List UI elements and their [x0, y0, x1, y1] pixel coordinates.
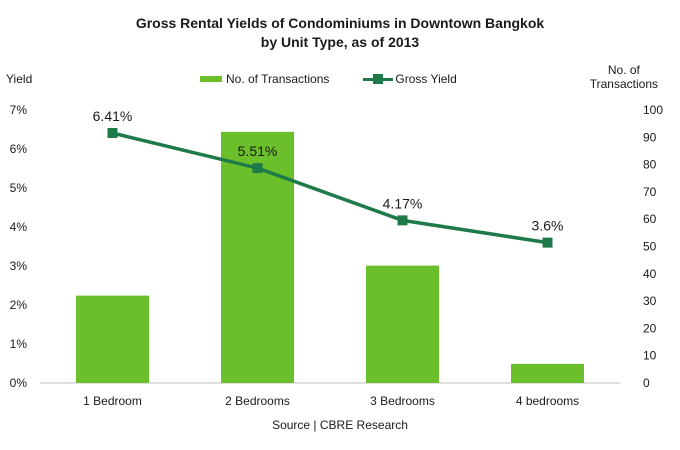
right-tick-label: 30 — [643, 294, 657, 308]
right-tick-label: 0 — [643, 376, 650, 390]
legend-item-transactions: No. of Transactions — [200, 72, 329, 86]
yield-data-label: 6.41% — [93, 108, 133, 124]
legend-label-yield: Gross Yield — [395, 72, 457, 86]
left-tick-label: 1% — [10, 337, 28, 351]
category-label: 3 Bedrooms — [370, 394, 435, 408]
right-tick-label: 90 — [643, 130, 657, 144]
right-tick-label: 40 — [643, 267, 657, 281]
source-note: Source | CBRE Research — [272, 418, 408, 432]
legend-label-transactions: No. of Transactions — [226, 72, 330, 86]
chart-title: Gross Rental Yields of Condominiums in D… — [0, 14, 680, 52]
left-tick-label: 0% — [10, 376, 28, 390]
left-tick-label: 6% — [10, 142, 28, 156]
right-tick-label: 80 — [643, 158, 657, 172]
left-tick-label: 3% — [10, 259, 28, 273]
yield-marker — [397, 215, 408, 226]
yield-line — [112, 131, 548, 245]
right-tick-label: 100 — [643, 103, 663, 117]
right-axis-title: No. of Transactions — [590, 63, 658, 91]
left-axis-title: Yield — [6, 72, 33, 86]
chart-title-line1: Gross Rental Yields of Condominiums in D… — [135, 15, 545, 31]
left-tick-label: 2% — [10, 298, 28, 312]
right-tick-label: 70 — [643, 185, 657, 199]
left-tick-label: 5% — [10, 181, 28, 195]
yield-data-label: 3.6% — [532, 218, 564, 234]
category-label: 2 Bedrooms — [225, 394, 290, 408]
legend-item-yield: Gross Yield — [363, 72, 457, 86]
chart-title-line2: by Unit Type, as of 2013 — [260, 34, 420, 50]
right-axis-title-line2: Transactions — [589, 77, 658, 91]
right-axis-title-line1: No. of — [607, 63, 640, 77]
left-tick-label: 4% — [10, 220, 28, 234]
right-tick-label: 50 — [643, 240, 657, 254]
right-tick-label: 10 — [643, 349, 657, 363]
yield-data-label: 5.51% — [238, 143, 278, 159]
bar-transactions — [76, 295, 149, 383]
right-tick-label: 20 — [643, 321, 657, 335]
bar-transactions — [511, 363, 584, 383]
legend-swatch-yield — [363, 73, 394, 85]
category-label: 4 bedrooms — [516, 394, 579, 408]
yield-marker — [107, 128, 118, 139]
yield-data-label: 4.17% — [383, 195, 423, 211]
legend-swatch-transactions — [200, 76, 222, 82]
right-tick-label: 60 — [643, 212, 657, 226]
bar-transactions — [366, 265, 439, 383]
bar-transactions — [221, 131, 294, 383]
yield-marker — [542, 237, 553, 248]
left-tick-label: 7% — [10, 103, 28, 117]
legend: No. of Transactions Gross Yield — [200, 72, 491, 86]
category-label: 1 Bedroom — [83, 394, 142, 408]
yield-marker — [252, 163, 263, 174]
